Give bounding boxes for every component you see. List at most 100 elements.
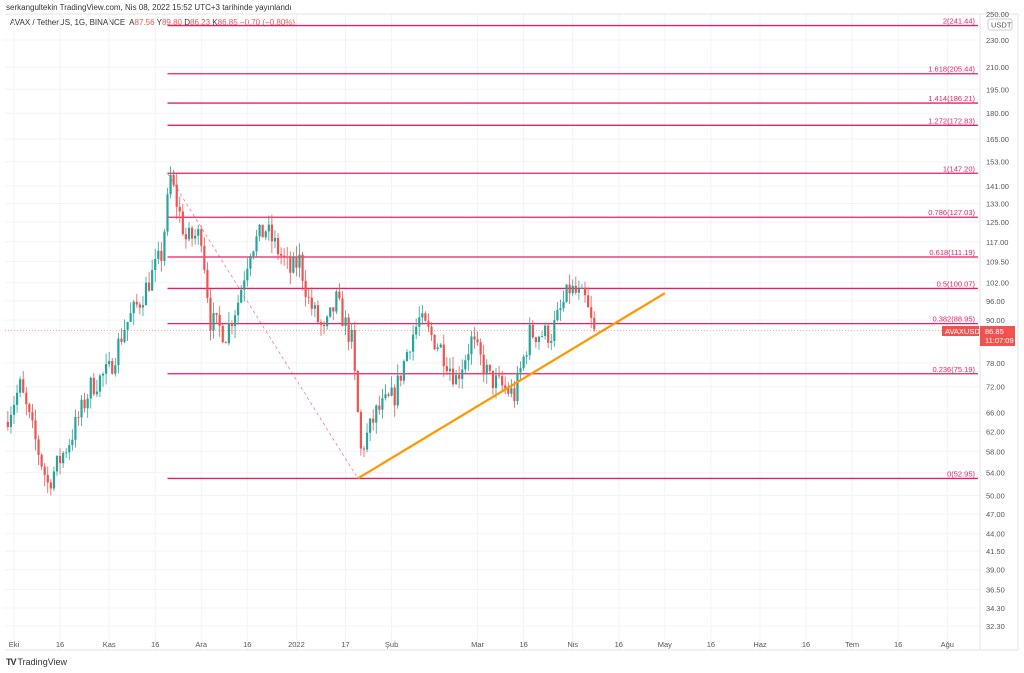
trendline[interactable] [357,292,666,480]
candle [172,169,175,188]
candle [326,315,329,330]
price-tick: 117.00 [986,238,1008,247]
candle-body [565,284,568,302]
candle [169,166,172,199]
candle [412,325,415,361]
fib-level-label: 1.618(205.44) [928,65,975,74]
candle [335,289,338,315]
price-tick: 195.00 [986,85,1009,94]
candle [485,359,488,384]
candle [108,352,111,368]
time-axis[interactable]: Eki 16 Kas 16 Ara 16 2022 17 Şub Mar 16 Nis 16 May 16 H… [9,640,954,649]
candle [120,328,123,345]
candle-body [151,270,154,291]
candle [454,370,458,385]
candle-body [458,375,461,379]
fib-level-label: 0.618(111.19) [929,248,975,257]
candle-body [200,229,203,246]
candle-body [461,369,464,379]
low-value: 86.23 [190,18,211,27]
candle-body [40,454,43,467]
candle [387,392,390,398]
candle [233,309,237,339]
candle-body [141,305,145,308]
candle [86,393,89,418]
candle [424,311,427,322]
time-tick: Şub [385,640,398,649]
price-tick: 44.00 [986,530,1005,539]
candle [313,301,316,318]
candle [430,322,433,341]
candle [279,247,283,265]
time-tick: Mar [471,640,484,649]
candle-body [237,302,240,316]
candle-body [105,364,108,374]
candle-body [19,379,22,393]
candle [111,358,114,375]
candle [497,365,501,379]
candle-body [101,373,105,376]
candle-body [230,322,234,327]
candle [83,392,86,413]
fib-level-label: 0(52.95) [947,469,975,478]
fib-level-label: 0.382(88.95) [932,315,975,324]
candle [147,271,151,293]
candle [418,306,421,337]
candle-body [194,235,197,239]
candle [101,372,105,387]
tradingview-brand[interactable]: TV TradingView [6,657,67,667]
candle [488,364,491,374]
candle [144,276,148,306]
time-tick: 17 [341,640,349,649]
candle-body [580,287,584,289]
fib-level-label: 0.786(127.03) [928,208,975,217]
candle [55,455,59,476]
candle [163,228,166,266]
candle [95,379,98,397]
candle-body [264,231,267,238]
candle [19,376,22,398]
candle-body [344,317,347,327]
candle [283,248,286,266]
price-axis[interactable]: 230.00 210.00 195.00 180.00 165.00 153.00 141.… [986,36,1009,631]
currency-button[interactable] [987,18,1013,31]
candle [479,338,482,366]
candle [593,311,596,333]
candle [215,312,218,325]
candle [467,343,470,371]
candle-body [537,336,541,343]
candle [117,332,120,374]
candle [577,280,580,300]
high-value: 89.80 [161,18,182,27]
candle-body [350,330,353,342]
candle-body [215,313,218,315]
candle [209,288,212,341]
candle-body [197,229,200,236]
candle-body [378,405,381,410]
candle [71,429,74,451]
candle-body [252,251,255,257]
candle [187,222,191,242]
candle [200,225,203,253]
symbol-name[interactable]: AVAX / TetherUS, 1G, BINANCE [10,18,126,27]
price-tick-partial: 250.00 [986,10,1009,19]
candle-body [329,307,332,317]
candle-body [65,452,68,454]
candle [531,320,534,339]
candle [218,306,221,337]
price-tick: 36.50 [986,586,1005,595]
price-tick: 54.00 [986,469,1005,478]
candle [77,411,80,426]
candle [534,336,537,348]
grid [5,14,980,650]
candle-body [384,394,387,399]
candle-body [233,315,237,327]
candle [583,281,587,303]
time-tick: 16 [707,640,715,649]
candle [190,225,194,247]
candle [338,283,341,301]
fib-trend-dashed-line[interactable] [167,173,359,479]
candle-body [52,471,56,489]
price-tick: 96.00 [986,297,1005,306]
